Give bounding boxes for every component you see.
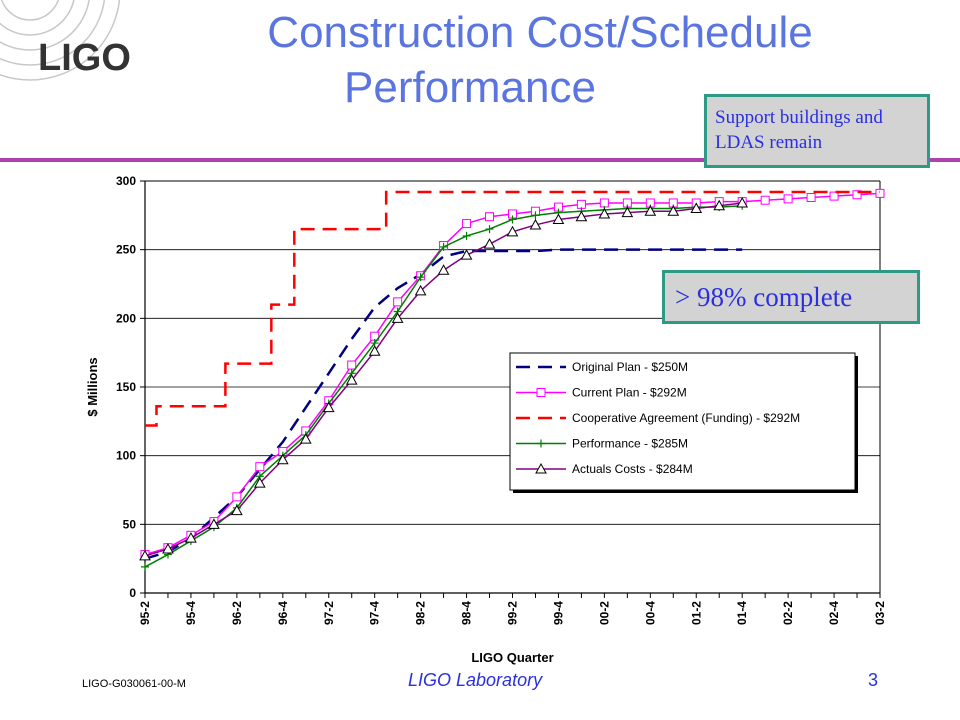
data-point [485,212,495,222]
data-point [783,194,793,204]
y-tick-label: 250 [116,243,136,257]
data-point [393,297,403,307]
y-tick-label: 100 [116,449,136,463]
x-tick-label: 97-2 [322,601,336,625]
series-2 [145,190,880,427]
data-point [667,205,680,216]
data-point [322,401,335,413]
y-tick-label: 50 [123,517,137,531]
data-point [736,196,749,208]
legend-box [509,352,856,491]
y-tick-label: 200 [116,311,136,325]
document-id: LIGO-G030061-00-M [82,678,186,690]
x-tick-label: 97-4 [368,601,382,625]
data-point [713,199,726,211]
footer-lab-name: LIGO Laboratory [408,670,543,690]
data-point [299,433,312,444]
legend-marker [535,462,547,474]
x-tick-label: 99-2 [506,601,520,625]
legend-marker [536,388,546,397]
data-point [506,225,519,237]
x-tick-label: 00-4 [643,601,657,625]
x-tick-label: 98-4 [460,601,474,625]
title-divider [0,158,960,162]
data-point [508,215,517,224]
data-point [485,225,494,234]
slide-title-line1: Construction Cost/Schedule [267,8,813,57]
svg-text:LIGO: LIGO [38,37,131,79]
legend-label: Performance - $285M [572,437,688,451]
data-point [416,273,425,282]
data-point [253,477,266,488]
data-point [483,238,496,249]
data-point [368,345,381,356]
data-point [460,249,473,260]
data-point [760,195,770,205]
data-point [185,532,197,543]
x-tick-label: 03-2 [873,601,887,625]
legend-marker [537,439,545,448]
percent-complete-note: > 98% complete [662,270,920,324]
data-point [439,242,448,251]
data-point [806,192,816,202]
data-point [232,492,242,502]
x-axis-title: LIGO Quarter [471,650,553,665]
data-point [255,462,265,472]
data-point [531,211,540,220]
data-point [345,374,358,385]
x-tick-label: 99-4 [551,601,565,625]
data-point [552,213,565,224]
x-tick-label: 01-4 [735,601,749,625]
x-tick-label: 95-4 [184,601,198,625]
ligo-logo: LIGO [0,0,131,81]
x-tick-label: 96-4 [276,601,290,625]
x-tick-label: 98-2 [414,601,428,625]
data-point [621,206,634,218]
data-point [690,202,703,213]
data-point [852,190,862,200]
data-point [347,360,357,370]
data-point [644,205,657,216]
data-point [598,207,611,219]
data-point [599,198,609,208]
data-point [414,284,427,296]
x-tick-label: 00-2 [597,601,611,625]
legend-label: Cooperative Agreement (Funding) - $292M [572,411,800,425]
data-point [276,453,289,465]
slide-title-line2: Performance [344,63,596,112]
data-point [162,543,174,554]
x-tick-label: 01-2 [689,601,703,625]
data-point [141,562,149,571]
page-number: 3 [868,670,879,690]
data-point [462,231,471,240]
data-point [437,264,450,275]
data-point [208,518,220,529]
data-point [391,312,404,323]
x-tick-label: 95-2 [138,601,152,625]
series-4 [139,196,749,561]
support-buildings-note: Support buildings and LDAS remain [704,94,930,168]
x-tick-label: 02-2 [781,601,795,625]
y-tick-label: 150 [116,380,136,394]
x-tick-label: 96-2 [230,601,244,625]
data-point [529,218,542,230]
legend-label: Current Plan - $292M [572,386,687,400]
legend-label: Original Plan - $250M [572,360,688,374]
data-point [575,210,588,222]
legend-label: Actuals Costs - $284M [572,462,693,476]
data-point [462,219,472,229]
x-tick-label: 02-4 [827,601,841,625]
data-point [829,191,839,201]
series-line [145,190,880,427]
data-point [231,504,243,516]
data-point [875,188,885,198]
y-axis-title: $ Millions [85,357,100,416]
data-point [139,549,151,561]
y-tick-label: 300 [116,174,136,188]
y-tick-label: 0 [129,586,136,600]
data-point [576,199,586,209]
